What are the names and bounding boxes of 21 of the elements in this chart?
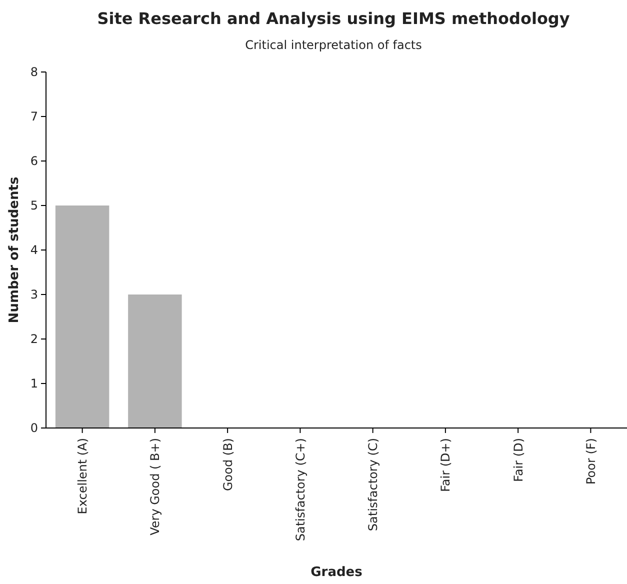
y-axis-title: Number of students: [7, 176, 22, 324]
y-tick-label: 6: [30, 154, 38, 168]
x-tick-label: Fair (D): [511, 438, 526, 482]
x-tick-label: Very Good ( B+): [148, 438, 162, 536]
chart-subtitle: Critical interpretation of facts: [245, 38, 422, 52]
y-tick-label: 7: [30, 110, 38, 124]
y-tick-label: 3: [30, 288, 38, 302]
x-tick-label: Fair (D+): [438, 438, 453, 492]
x-tick-label: Satisfactory (C+): [293, 438, 308, 542]
chart-title: Site Research and Analysis using EIMS methodology: [97, 9, 570, 28]
y-tick-label: 1: [30, 376, 38, 391]
y-tick-label: 0: [30, 421, 38, 436]
y-tick-label: 2: [30, 332, 38, 346]
x-tick-label: Good (B): [220, 438, 235, 492]
y-tick-label: 8: [30, 65, 38, 80]
y-tick-label: 5: [30, 198, 38, 213]
x-tick-label: Poor (F): [584, 438, 598, 485]
x-tick-label: Excellent (A): [76, 438, 90, 514]
x-axis-title: Grades: [310, 565, 363, 580]
x-tick-label: Satisfactory (C): [366, 438, 380, 532]
y-tick-label: 4: [30, 243, 38, 258]
